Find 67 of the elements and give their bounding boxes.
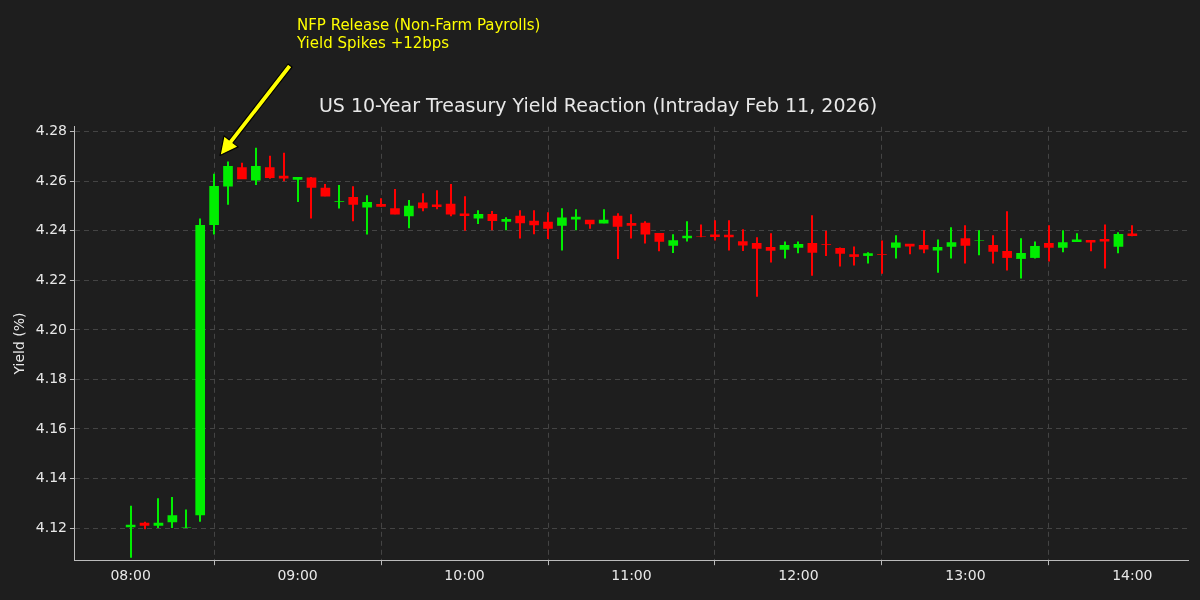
candlestick — [626, 213, 637, 240]
candlestick — [459, 195, 470, 232]
text: NFP Release (Non-Farm Payrolls) Yield Spikes +12bps — [295, 16, 541, 53]
candlestick — [404, 199, 414, 230]
y-tick-label: 4.20 — [35, 320, 67, 337]
candlestick — [292, 176, 303, 204]
candlestick — [264, 154, 275, 180]
candlestick — [1057, 229, 1068, 254]
x-tick-label: 11:00 — [611, 567, 652, 584]
candlestick — [1002, 210, 1012, 272]
candlestick — [835, 246, 846, 268]
candlestick — [543, 211, 553, 240]
candlestick — [946, 226, 957, 260]
candlestick — [710, 219, 720, 242]
x-tick-label: 10:00 — [444, 567, 485, 584]
x-tick-label: 08:00 — [110, 567, 151, 584]
candlestick — [334, 184, 345, 210]
candlestick — [529, 209, 539, 236]
candlestick — [640, 220, 651, 245]
candlestick — [181, 508, 192, 530]
candlestick — [974, 229, 985, 257]
candlestick — [571, 208, 581, 232]
candlestick — [821, 229, 832, 258]
candlestick — [390, 187, 400, 216]
candlestick — [612, 212, 623, 261]
candlestick — [960, 224, 971, 265]
chart-title: US 10-Year Treasury Yield Reaction (Intraday Feb 11, 2026) — [318, 94, 878, 117]
candlestick — [1099, 223, 1110, 270]
candlestick — [348, 185, 359, 223]
x-tick-label: 09:00 — [277, 567, 318, 584]
y-axis-title: Yield (%) — [11, 312, 28, 376]
candlestick — [515, 209, 526, 240]
candlestick — [891, 234, 901, 260]
candlestick — [737, 228, 748, 253]
y-tick-label: 4.12 — [35, 518, 67, 535]
candlestick — [849, 245, 859, 267]
candlestick — [445, 183, 456, 218]
candlestick — [167, 496, 178, 530]
candlestick — [362, 194, 372, 236]
candlestick — [153, 497, 164, 530]
candlestick — [751, 236, 762, 298]
candlestick — [223, 160, 233, 206]
candlestick — [251, 146, 261, 186]
y-tick-label: 4.22 — [35, 270, 67, 287]
candlestick — [431, 189, 442, 211]
candlestick — [1113, 231, 1124, 255]
y-tick-label: 4.24 — [35, 221, 68, 238]
candlestick — [654, 232, 665, 253]
candlestick — [306, 176, 317, 220]
candlestick — [988, 234, 999, 265]
candlestick — [557, 207, 567, 252]
candlestick — [807, 214, 818, 277]
candlestick — [765, 232, 776, 264]
candlestick — [1016, 237, 1026, 280]
x-tick-label: 14:00 — [1112, 567, 1153, 584]
y-tick-label: 4.14 — [35, 469, 68, 486]
x-tick-label: 13:00 — [945, 567, 986, 584]
candlestick — [1044, 224, 1054, 263]
candlestick — [487, 210, 498, 232]
y-tick-label: 4.16 — [35, 419, 68, 436]
y-tick-label: 4.18 — [35, 370, 67, 387]
candlestick — [696, 223, 706, 239]
y-tick-label: 4.28 — [35, 122, 67, 139]
x-tick-label: 12:00 — [778, 567, 819, 584]
candlestick — [877, 239, 887, 275]
candlestick — [668, 233, 679, 255]
y-tick-label: 4.26 — [35, 171, 68, 188]
